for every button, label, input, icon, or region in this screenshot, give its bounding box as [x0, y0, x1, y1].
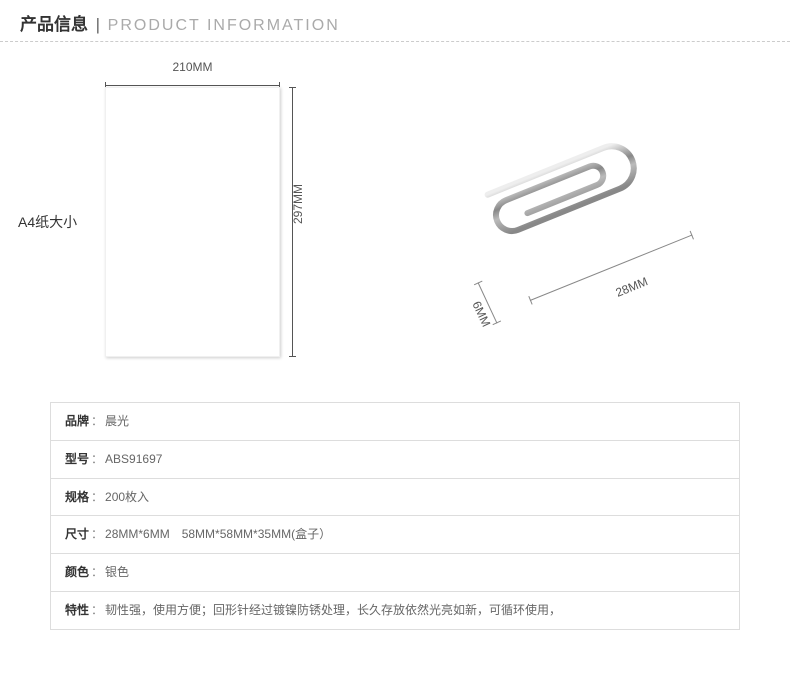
clip-width-dimension: 6MM [469, 299, 493, 329]
spec-value: ABS91697 [105, 452, 162, 466]
spec-row: 品牌：晨光 [51, 403, 739, 441]
spec-label: 品牌 [65, 414, 89, 428]
a4-width-dim-line [105, 85, 280, 86]
spec-row: 特性：韧性强，使用方便；回形针经过镀镍防锈处理，长久存放依然光亮如新，可循环使用… [51, 592, 739, 630]
section-header: 产品信息 | PRODUCT INFORMATION [0, 0, 790, 42]
header-title-en: PRODUCT INFORMATION [108, 17, 340, 34]
paperclip-icon [450, 108, 669, 266]
header-separator: | [96, 15, 100, 34]
a4-height-dimension: 297MM [291, 184, 305, 224]
spec-label: 尺寸 [65, 527, 89, 541]
spec-label: 颜色 [65, 565, 89, 579]
clip-length-dim-line [530, 234, 693, 300]
spec-value: 晨光 [105, 414, 129, 428]
spec-colon: ： [91, 414, 103, 428]
spec-row: 型号：ABS91697 [51, 441, 739, 479]
spec-table: 品牌：晨光 型号：ABS91697 规格：200枚入 尺寸：28MM*6MM 5… [50, 402, 740, 630]
header-title-cn: 产品信息 [20, 15, 88, 34]
spec-label: 规格 [65, 490, 89, 504]
spec-row: 规格：200枚入 [51, 479, 739, 517]
spec-colon: ： [91, 527, 103, 541]
spec-value: 韧性强，使用方便；回形针经过镀镍防锈处理，长久存放依然光亮如新，可循环使用， [105, 603, 561, 617]
spec-label: 特性 [65, 603, 89, 617]
spec-value: 28MM*6MM 58MM*58MM*35MM(盒子） [105, 527, 331, 541]
spec-value: 200枚入 [105, 490, 149, 504]
spec-value: 银色 [105, 565, 129, 579]
a4-size-label: A4纸大小 [18, 212, 77, 232]
a4-width-dimension: 210MM [105, 60, 280, 74]
diagram-area: A4纸大小 210MM 297MM 28MM 6MM [0, 42, 790, 382]
spec-colon: ： [91, 565, 103, 579]
spec-colon: ： [91, 490, 103, 504]
a4-paper-shape [105, 87, 280, 357]
paperclip-diagram: 28MM 6MM [430, 142, 710, 342]
clip-length-dimension: 28MM [614, 274, 650, 299]
spec-colon: ： [91, 603, 103, 617]
spec-colon: ： [91, 452, 103, 466]
spec-row: 尺寸：28MM*6MM 58MM*58MM*35MM(盒子） [51, 516, 739, 554]
spec-label: 型号 [65, 452, 89, 466]
spec-row: 颜色：银色 [51, 554, 739, 592]
